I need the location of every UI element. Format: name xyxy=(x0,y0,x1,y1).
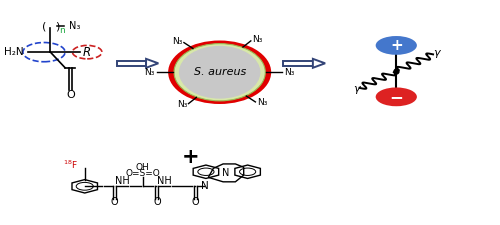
Text: O=S=O: O=S=O xyxy=(126,169,160,178)
Text: OH: OH xyxy=(136,163,149,172)
Text: N₃: N₃ xyxy=(257,98,267,107)
Text: $^{18}$F: $^{18}$F xyxy=(62,159,78,171)
Text: +: + xyxy=(182,147,199,167)
Text: N₃: N₃ xyxy=(144,68,155,77)
Ellipse shape xyxy=(168,40,271,104)
Circle shape xyxy=(376,88,417,106)
Text: NH: NH xyxy=(114,176,130,186)
Text: N₃: N₃ xyxy=(69,21,80,31)
Polygon shape xyxy=(284,61,313,66)
Text: O: O xyxy=(153,197,160,207)
Ellipse shape xyxy=(174,44,266,101)
Text: O: O xyxy=(192,197,199,207)
Text: O: O xyxy=(66,90,75,100)
Ellipse shape xyxy=(179,46,260,99)
Text: γ: γ xyxy=(352,84,360,94)
Text: N₃: N₃ xyxy=(172,37,182,46)
Polygon shape xyxy=(313,59,325,68)
Text: n: n xyxy=(59,26,65,35)
Circle shape xyxy=(376,36,417,55)
Text: γ: γ xyxy=(433,48,440,58)
Polygon shape xyxy=(116,61,146,66)
Text: +: + xyxy=(390,38,402,53)
Text: (: ( xyxy=(42,21,46,32)
Text: O: O xyxy=(111,197,118,207)
Text: NH: NH xyxy=(157,176,172,186)
Text: ): ) xyxy=(54,21,59,32)
Text: R: R xyxy=(83,46,92,59)
Text: H₂N: H₂N xyxy=(4,47,24,57)
Text: S. aureus: S. aureus xyxy=(194,67,246,77)
Text: N₃: N₃ xyxy=(252,35,262,44)
Text: N: N xyxy=(222,168,230,178)
Text: N₃: N₃ xyxy=(177,100,188,109)
Text: N: N xyxy=(200,181,208,191)
Text: −: − xyxy=(390,88,403,106)
Text: N₃: N₃ xyxy=(284,68,295,77)
Polygon shape xyxy=(146,59,158,68)
